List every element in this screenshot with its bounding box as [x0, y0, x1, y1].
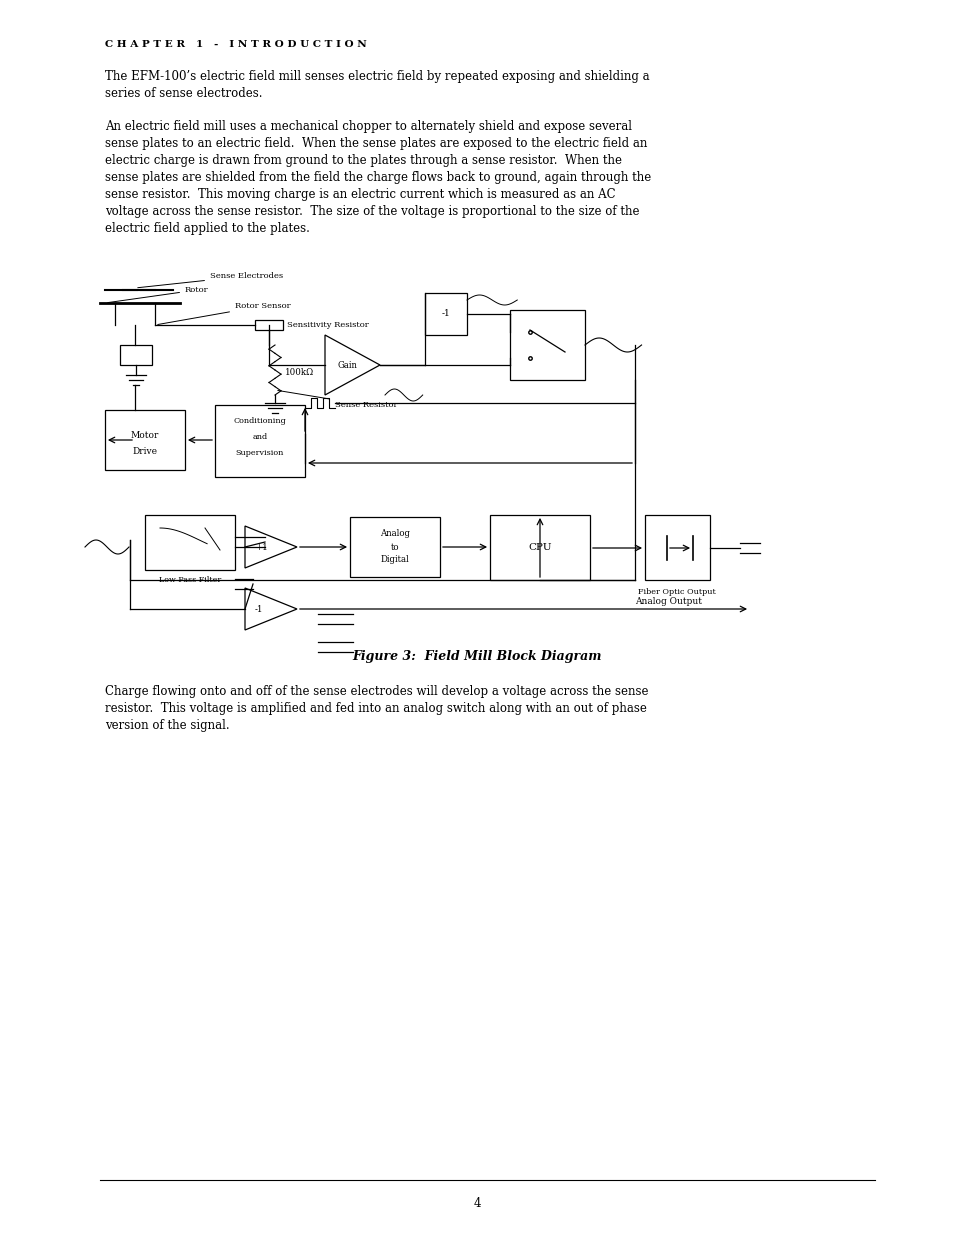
- Text: Conditioning: Conditioning: [233, 417, 286, 425]
- Text: An electric field mill uses a mechanical chopper to alternately shield and expos: An electric field mill uses a mechanical…: [105, 120, 651, 235]
- Text: and: and: [253, 433, 267, 441]
- Text: Sensitivity Resistor: Sensitivity Resistor: [287, 321, 369, 329]
- Bar: [644, 515, 709, 580]
- Text: -1: -1: [254, 604, 263, 614]
- Text: +1: +1: [254, 542, 268, 552]
- Text: Supervision: Supervision: [235, 450, 284, 457]
- Text: 100kΩ: 100kΩ: [285, 368, 314, 378]
- Text: Fiber Optic Output: Fiber Optic Output: [638, 588, 715, 597]
- Text: -1: -1: [441, 310, 450, 319]
- Text: CPU: CPU: [528, 543, 551, 552]
- Bar: [120, 345, 152, 366]
- Text: to: to: [391, 542, 399, 552]
- Bar: [490, 515, 589, 580]
- Bar: [424, 293, 467, 335]
- Bar: [254, 320, 283, 330]
- Text: Sense Electrodes: Sense Electrodes: [137, 272, 283, 288]
- Text: The EFM-100’s electric field mill senses electric field by repeated exposing and: The EFM-100’s electric field mill senses…: [105, 70, 649, 100]
- Text: Rotor: Rotor: [108, 287, 209, 303]
- Text: Figure 3:  Field Mill Block Diagram: Figure 3: Field Mill Block Diagram: [352, 650, 601, 663]
- Text: C H A P T E R   1   -   I N T R O D U C T I O N: C H A P T E R 1 - I N T R O D U C T I O …: [105, 40, 366, 49]
- Text: Drive: Drive: [132, 447, 157, 457]
- Text: Low Pass Filter: Low Pass Filter: [159, 576, 221, 584]
- Text: Gain: Gain: [336, 361, 356, 369]
- Text: Digital: Digital: [380, 556, 409, 564]
- Text: Charge flowing onto and off of the sense electrodes will develop a voltage acros: Charge flowing onto and off of the sense…: [105, 685, 648, 732]
- Bar: [350, 517, 439, 577]
- Text: 4: 4: [473, 1197, 480, 1210]
- Text: Rotor Sensor: Rotor Sensor: [157, 303, 291, 325]
- Text: Analog: Analog: [379, 530, 410, 538]
- Text: Analog Output: Analog Output: [635, 598, 701, 606]
- Bar: [145, 515, 234, 571]
- Bar: [214, 405, 305, 477]
- Text: Sense Resistor: Sense Resistor: [277, 390, 397, 409]
- Bar: [510, 310, 584, 380]
- Bar: [105, 410, 185, 471]
- Text: Motor: Motor: [131, 431, 159, 440]
